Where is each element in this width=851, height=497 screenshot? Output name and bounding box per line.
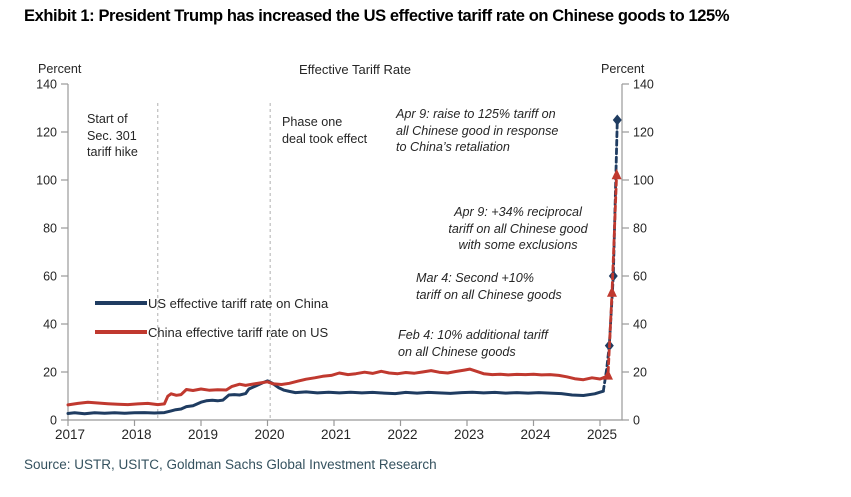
annotation-sec301: Start of Sec. 301 tariff hike xyxy=(87,112,138,159)
source-line: Source: USTR, USITC, Goldman Sachs Globa… xyxy=(24,457,437,472)
annotation-phase-one: Phase one deal took effect xyxy=(282,115,368,146)
series-line xyxy=(66,367,605,407)
left-y-tick-label: 0 xyxy=(50,414,57,428)
arrow-marker xyxy=(611,168,622,180)
right-y-tick-label: 20 xyxy=(633,366,647,380)
legend-label-china: China effective tariff rate on US xyxy=(148,324,329,340)
left-y-tick-label: 40 xyxy=(43,318,57,332)
left-y-tick-label: 20 xyxy=(43,366,57,380)
x-tick-label: 2023 xyxy=(454,427,484,442)
right-axis-unit-label: Percent xyxy=(601,62,645,76)
arrow-marker xyxy=(606,286,617,297)
x-tick-label: 2020 xyxy=(254,427,284,442)
x-tick-label: 2021 xyxy=(321,427,351,442)
annotation-apr9-34: Apr 9: +34% reciprocal tariff on all Chi… xyxy=(448,205,588,252)
arrow-marker xyxy=(602,369,613,380)
legend-label-us: US effective tariff rate on China xyxy=(148,295,329,311)
legend: US effective tariff rate on China China … xyxy=(95,293,328,342)
legend-item-china: China effective tariff rate on US xyxy=(95,322,328,342)
right-y-tick-label: 100 xyxy=(633,174,654,188)
annotation-mar4: Mar 4: Second +10% tariff on all Chinese… xyxy=(416,271,562,302)
x-tick-label: 2022 xyxy=(387,427,417,442)
axes-frame xyxy=(67,84,623,421)
left-y-tick-label: 140 xyxy=(36,78,57,92)
annotation-apr9-125: Apr 9: raise to 125% tariff on all Chine… xyxy=(396,107,559,154)
annotation-feb4: Feb 4: 10% additional tariff on all Chin… xyxy=(398,328,548,359)
right-y-tick-label: 60 xyxy=(633,270,647,284)
left-y-tick-label: 80 xyxy=(43,222,57,236)
left-axis-unit-label: Percent xyxy=(38,62,82,76)
x-tick-label: 2018 xyxy=(121,427,151,442)
left-y-tick-label: 60 xyxy=(43,270,57,284)
us-line-swatch xyxy=(95,301,147,305)
legend-item-us: US effective tariff rate on China xyxy=(95,293,328,313)
chart-title: Effective Tariff Rate xyxy=(298,62,411,77)
left-y-tick-label: 100 xyxy=(36,174,57,188)
x-tick-label: 2024 xyxy=(520,427,551,442)
china-line-swatch xyxy=(95,330,147,334)
exhibit-title: Exhibit 1: President Trump has increased… xyxy=(24,7,730,25)
x-tick-label: 2017 xyxy=(55,427,85,442)
right-y-tick-label: 80 xyxy=(633,222,647,236)
x-tick-label: 2025 xyxy=(587,427,617,442)
right-y-tick-label: 140 xyxy=(633,78,654,92)
right-y-tick-label: 0 xyxy=(633,414,640,428)
diamond-marker xyxy=(612,114,622,126)
x-tick-label: 2019 xyxy=(188,427,218,442)
series-line xyxy=(66,379,605,416)
right-y-tick-label: 40 xyxy=(633,318,647,332)
left-y-tick-label: 120 xyxy=(36,126,57,140)
right-y-tick-label: 120 xyxy=(633,126,654,140)
